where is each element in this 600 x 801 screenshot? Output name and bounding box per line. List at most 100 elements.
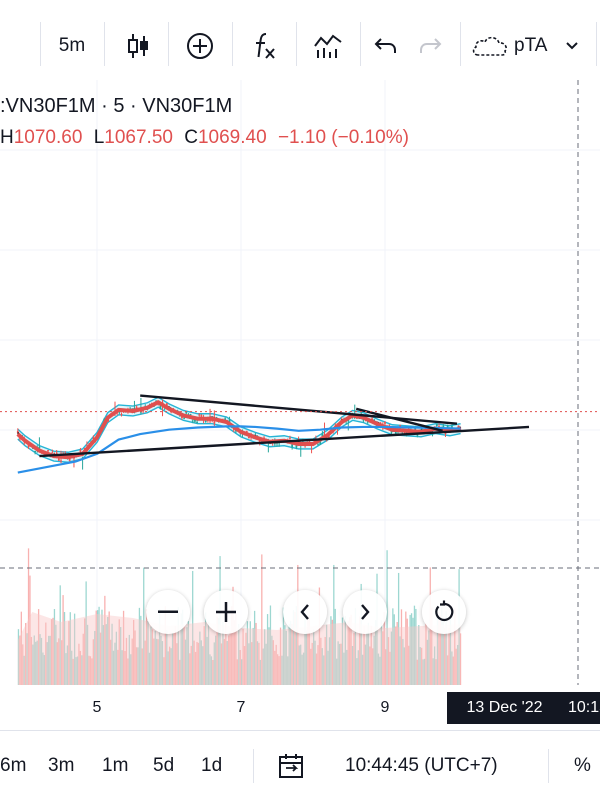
volume-bar xyxy=(363,625,365,685)
volume-bar xyxy=(196,641,198,685)
goto-date-icon[interactable] xyxy=(278,753,306,779)
x-tick-label: 9 xyxy=(380,699,390,716)
undo-icon[interactable] xyxy=(366,28,406,64)
scroll-right-button[interactable] xyxy=(343,590,387,634)
candle-body xyxy=(451,426,453,428)
percent-scale-button[interactable]: % xyxy=(574,755,591,776)
volume-bar xyxy=(235,613,237,685)
add-plus-circle-icon[interactable] xyxy=(178,28,222,64)
high-value: 1070.60 xyxy=(13,127,83,148)
volume-bar xyxy=(84,618,86,685)
volume-bar xyxy=(205,612,207,685)
volume-bar xyxy=(49,635,51,685)
volume-bar xyxy=(36,640,38,685)
volume-bar xyxy=(134,630,136,685)
volume-bar xyxy=(85,581,87,685)
scroll-left-button[interactable] xyxy=(283,590,327,634)
range-5d-button[interactable]: 5d xyxy=(153,755,175,776)
range-3m-button[interactable]: 3m xyxy=(48,755,75,776)
interval-button[interactable]: 5m xyxy=(58,35,86,56)
volume-bar xyxy=(88,655,90,685)
volume-bar xyxy=(138,607,141,685)
volume-bar xyxy=(292,610,295,685)
volume-bar xyxy=(256,641,259,685)
volume-bar xyxy=(37,609,40,685)
redo-icon[interactable] xyxy=(410,28,450,64)
volume-bar xyxy=(248,643,250,685)
volume-bar xyxy=(396,622,398,685)
volume-bar xyxy=(265,643,267,685)
volume-bar xyxy=(255,622,257,685)
function-fx-icon[interactable] xyxy=(242,28,286,64)
volume-bar xyxy=(105,624,107,685)
volume-bar xyxy=(144,640,146,685)
zoom-in-button[interactable] xyxy=(204,590,248,634)
range-6m-button[interactable]: 6m xyxy=(0,755,27,776)
volume-bar xyxy=(203,626,205,685)
volume-bar xyxy=(412,617,414,685)
symbol-legend: :VN30F1M · 5 · VN30F1M xyxy=(0,95,233,117)
volume-bar xyxy=(360,583,362,685)
volume-bar xyxy=(17,629,20,685)
volume-bar xyxy=(279,627,282,685)
candle-type-icon[interactable] xyxy=(116,28,160,64)
volume-bar xyxy=(19,635,21,685)
volume-bar xyxy=(392,608,394,685)
volume-bar xyxy=(79,650,82,685)
x-tick-label: 7 xyxy=(236,699,246,716)
volume-bar xyxy=(385,649,387,685)
volume-bar xyxy=(232,586,234,685)
candle-body xyxy=(120,413,123,415)
volume-bar xyxy=(189,653,191,685)
volume-bar xyxy=(32,644,34,685)
volume-bar xyxy=(400,609,403,685)
volume-bar xyxy=(174,625,177,685)
candle-body xyxy=(213,421,216,424)
volume-bar xyxy=(294,611,296,685)
volume-bar xyxy=(40,637,43,685)
volume-bar xyxy=(173,633,175,685)
volume-bar xyxy=(176,643,178,685)
volume-bar xyxy=(308,615,310,685)
price-chart[interactable] xyxy=(0,80,600,685)
reset-chart-button[interactable] xyxy=(422,590,466,634)
volume-bar xyxy=(431,607,433,685)
volume-bar xyxy=(111,623,113,685)
volume-bar xyxy=(233,620,236,685)
volume-bar xyxy=(379,656,381,685)
volume-bar xyxy=(351,646,354,685)
volume-bar xyxy=(29,575,31,685)
cloud-layout-button[interactable]: pTA xyxy=(470,28,580,64)
volume-bar xyxy=(56,642,58,685)
zoom-out-button[interactable] xyxy=(146,590,190,634)
volume-bar xyxy=(215,635,217,685)
volume-bar xyxy=(271,635,273,685)
volume-bar xyxy=(454,608,456,685)
candle-body xyxy=(317,444,319,446)
close-label: C xyxy=(184,127,198,148)
volume-bar xyxy=(97,610,99,685)
volume-bar xyxy=(236,659,238,685)
toolbar-divider xyxy=(232,22,233,66)
volume-bar xyxy=(393,614,395,685)
volume-bar xyxy=(45,622,47,685)
volume-bar xyxy=(133,619,135,685)
volume-bar xyxy=(387,637,390,685)
volume-bar xyxy=(222,622,224,685)
volume-bar xyxy=(422,659,424,685)
volume-bar xyxy=(266,614,269,685)
volume-bar xyxy=(372,648,374,685)
volume-bar xyxy=(305,630,308,685)
volume-bar xyxy=(229,631,231,685)
volume-bar xyxy=(186,627,188,685)
range-1d-button[interactable]: 1d xyxy=(201,755,223,776)
range-1m-button[interactable]: 1m xyxy=(102,755,129,776)
timezone-clock[interactable]: 10:44:45 (UTC+7) xyxy=(345,755,498,776)
toolbar-divider xyxy=(40,22,41,66)
volume-bar xyxy=(127,658,129,685)
x-axis[interactable]: 5 7 9 xyxy=(0,685,600,730)
indicator-templates-icon[interactable] xyxy=(306,28,350,64)
plus-icon xyxy=(216,602,236,622)
volume-bar xyxy=(107,616,109,685)
volume-bar xyxy=(413,605,416,685)
